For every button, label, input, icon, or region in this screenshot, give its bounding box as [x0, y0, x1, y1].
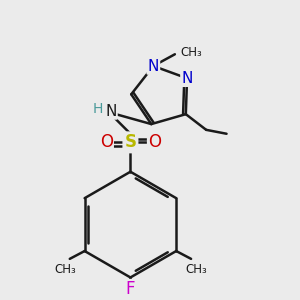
Text: N: N	[105, 103, 116, 118]
Text: N: N	[182, 71, 193, 86]
Text: S: S	[124, 134, 136, 152]
Text: CH₃: CH₃	[185, 263, 207, 276]
Text: O: O	[100, 134, 112, 152]
Text: F: F	[126, 280, 135, 298]
Text: H: H	[93, 102, 104, 116]
Text: CH₃: CH₃	[181, 46, 202, 59]
Text: O: O	[148, 134, 161, 152]
Text: CH₃: CH₃	[54, 263, 76, 276]
Text: N: N	[148, 58, 159, 74]
